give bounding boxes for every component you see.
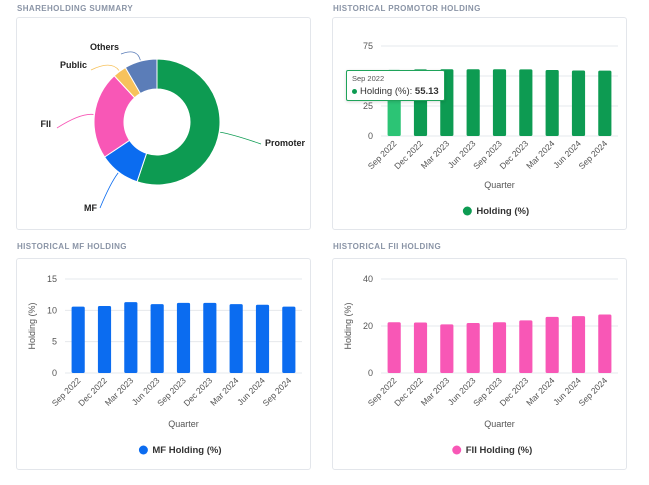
bar-sep-2023 [492,322,507,373]
bar-mar-2024 [229,304,243,373]
x-tick-label: Mar 2024 [524,138,557,171]
pie-slice-promoter [136,58,221,186]
mf-title: HISTORICAL MF HOLDING [17,242,127,251]
bar-jun-2024 [255,304,270,373]
y-axis-label: Holding (%) [343,302,353,349]
bar-jun-2024 [571,70,586,136]
x-tick-label: Mar 2023 [419,138,452,171]
fii-holding-card: 0 20 40 Holding (%) Sep 2022 Dec 2022 Mar 2023… [332,258,627,470]
tooltip-title: Sep 2022 [352,74,385,83]
x-tick-label: Mar 2024 [208,375,241,408]
shareholding-summary-card: Promoter MF FII Public Others [16,17,311,230]
bar-dec-2023 [519,320,533,373]
y-tick-label: 15 [47,274,57,284]
bar-sep-2022 [71,306,85,373]
pie-leader-fii [56,113,94,129]
bar-dec-2023 [203,302,217,373]
bar-dec-2023 [519,69,533,136]
tooltip-value: 55.13 [414,86,439,97]
bar-mar-2023 [124,302,138,373]
pie-leader-mf [99,172,119,209]
y-tick-label: 5 [52,337,57,347]
bar-jun-2023 [466,69,480,136]
mf-holding-card: 0 5 10 15 Holding (%) Sep 2022 Dec 2022 Mar 202… [16,258,311,470]
pie-leader-promoter [220,131,262,145]
x-axis-label: Quarter [168,419,199,429]
promoter-title: HISTORICAL PROMOTOR HOLDING [333,4,481,13]
x-axis-label: Quarter [484,419,515,429]
x-tick-label: Mar 2024 [524,375,557,408]
pie-label-others: Others [90,42,119,52]
x-tick-label: Sep 2024 [260,375,293,408]
y-axis-label: Holding (%) [27,302,37,349]
legend-label: MF Holding (%) [152,445,221,456]
y-tick-label: 75 [363,41,373,51]
y-tick-label: 0 [52,368,57,378]
pie-label-mf: MF [84,203,97,213]
pie-slice-others [124,58,158,95]
x-tick-label: Mar 2023 [419,375,452,408]
bar-mar-2023 [440,324,454,373]
legend-marker-icon [138,445,148,455]
tooltip-row: Holding (%): 55.13 [352,86,439,97]
fii-title: HISTORICAL FII HOLDING [333,242,442,251]
y-tick-label: 0 [368,368,373,378]
tooltip-dot-icon [352,88,357,94]
legend-label: Holding (%) [476,206,529,217]
bar-sep-2024 [598,314,612,373]
y-tick-label: 0 [368,131,373,141]
bar-sep-2023 [492,69,507,136]
pie-leader-others [120,51,141,61]
summary-title: SHAREHOLDING SUMMARY [17,4,134,13]
bar-sep-2023 [176,302,191,373]
bar-mar-2024 [545,316,559,373]
bar-mar-2024 [545,70,559,136]
x-axis-label: Quarter [484,180,515,190]
legend-label: FII Holding (%) [466,445,533,456]
x-tick-label: Mar 2023 [103,375,136,408]
chart-tooltip: Sep 2022 Holding (%): 55.13 [346,70,445,101]
y-tick-label: 20 [363,321,373,331]
pie-label-fii: FII [41,119,52,129]
x-tick-label: Sep 2024 [576,375,609,408]
bar-sep-2024 [282,306,296,373]
pie-label-promoter: Promoter [265,138,306,148]
pie-leader-public [90,64,120,71]
bar-dec-2022 [97,305,112,373]
bar-dec-2022 [413,322,428,373]
bar-sep-2024 [598,70,612,136]
tooltip-label: Holding (%): [360,86,413,97]
bar-jun-2024 [571,316,586,373]
pie-label-public: Public [60,60,87,70]
y-tick-label: 10 [47,305,57,315]
bar-jun-2023 [150,304,164,373]
y-tick-label: 25 [363,101,373,111]
x-tick-label: Sep 2024 [576,138,609,171]
legend-marker-icon [462,206,472,216]
y-tick-label: 40 [363,274,373,284]
bar-sep-2022 [387,322,401,373]
legend-marker-icon [452,445,462,455]
bar-jun-2023 [466,322,480,373]
